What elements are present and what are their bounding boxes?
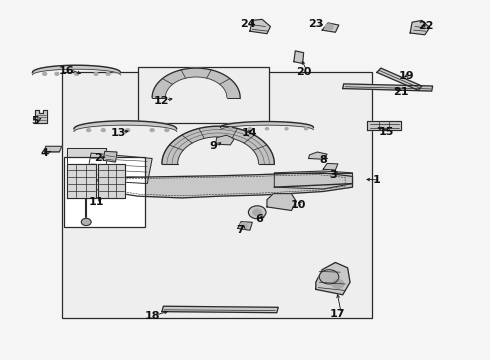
Polygon shape [377,68,422,90]
Polygon shape [162,126,274,164]
Text: 12: 12 [154,96,170,106]
Circle shape [87,129,91,132]
Polygon shape [367,121,401,130]
Circle shape [253,209,262,216]
Circle shape [101,129,105,132]
Polygon shape [216,135,234,145]
Polygon shape [35,110,47,123]
Text: 19: 19 [398,71,414,81]
Circle shape [150,129,154,132]
Polygon shape [309,152,327,159]
Polygon shape [250,19,270,34]
Polygon shape [238,222,252,230]
Circle shape [74,72,78,75]
Bar [138,67,270,123]
Text: 8: 8 [319,155,327,165]
Polygon shape [220,122,314,130]
Circle shape [248,206,266,219]
Circle shape [126,129,130,132]
Polygon shape [152,68,240,98]
Circle shape [305,128,308,130]
Polygon shape [267,194,296,211]
Circle shape [106,72,110,75]
Circle shape [332,280,343,288]
Text: 2: 2 [95,153,102,163]
Polygon shape [74,121,176,132]
Text: 7: 7 [236,225,244,235]
Text: 17: 17 [330,310,345,319]
Bar [62,72,372,318]
Circle shape [165,129,169,132]
Circle shape [319,270,339,284]
Text: 6: 6 [256,215,264,224]
Text: 10: 10 [291,200,306,210]
Polygon shape [274,171,352,189]
Text: 1: 1 [373,175,381,185]
Text: 22: 22 [418,21,434,31]
Polygon shape [322,23,339,32]
Circle shape [43,72,47,75]
Circle shape [55,72,59,75]
Circle shape [94,72,98,75]
Polygon shape [86,153,152,184]
Polygon shape [410,21,430,35]
Polygon shape [103,151,117,162]
Text: 4: 4 [41,148,49,158]
Text: 23: 23 [308,19,323,29]
Circle shape [229,128,232,130]
Text: 3: 3 [329,170,337,180]
Polygon shape [316,262,350,295]
Text: 24: 24 [240,19,255,29]
Polygon shape [98,164,125,198]
Text: 13: 13 [110,129,125,138]
Polygon shape [294,51,304,63]
Circle shape [248,128,251,130]
Circle shape [81,219,91,226]
Polygon shape [343,84,433,91]
Bar [64,157,145,226]
Polygon shape [67,148,106,184]
Text: 11: 11 [88,197,104,207]
Polygon shape [323,163,338,170]
Circle shape [266,128,269,130]
Text: 21: 21 [393,87,409,97]
Text: 9: 9 [209,141,217,151]
Polygon shape [67,164,96,198]
Polygon shape [32,65,121,75]
Polygon shape [162,306,278,313]
Polygon shape [81,173,352,198]
Text: 20: 20 [296,67,311,77]
Text: 16: 16 [59,66,74,76]
Polygon shape [45,146,62,152]
Text: 14: 14 [242,129,258,138]
Text: 5: 5 [31,116,39,126]
Text: 15: 15 [379,127,394,136]
Text: 18: 18 [145,311,160,321]
Circle shape [240,223,248,228]
Circle shape [285,128,288,130]
Circle shape [325,24,333,30]
